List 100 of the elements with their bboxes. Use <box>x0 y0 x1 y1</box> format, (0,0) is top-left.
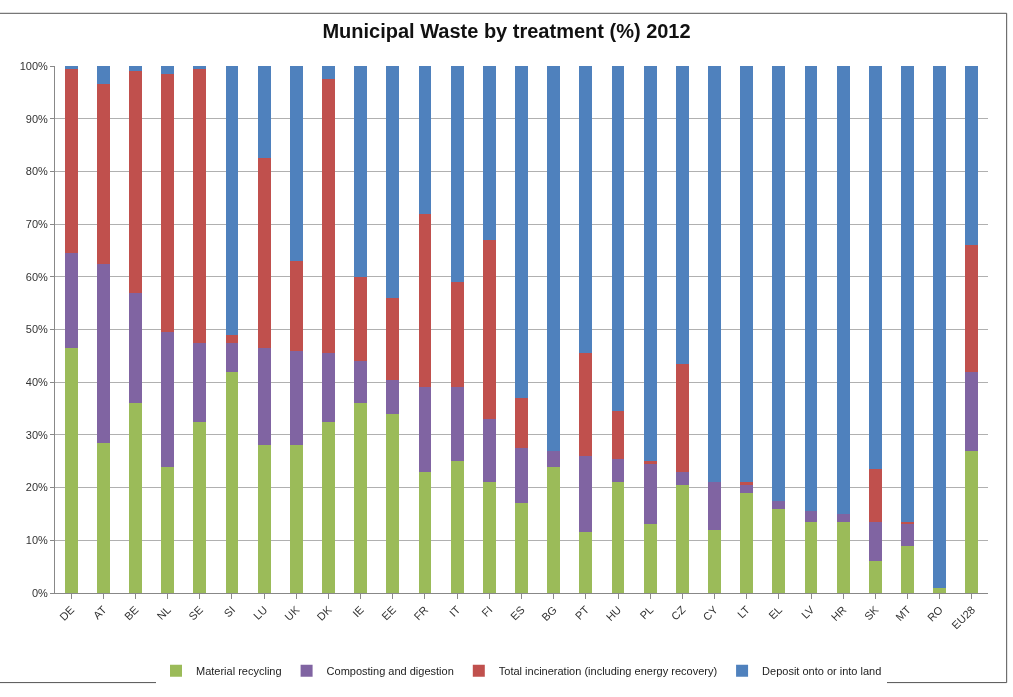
bar <box>740 482 754 485</box>
bar <box>547 66 561 451</box>
x-tick-label: LU <box>250 603 270 622</box>
bar <box>450 387 464 462</box>
bar <box>740 484 754 493</box>
x-tick-label: LT <box>735 603 753 621</box>
bar <box>836 521 850 593</box>
bar <box>193 342 207 422</box>
bar <box>675 66 689 364</box>
bar <box>386 413 400 593</box>
bar <box>225 371 239 593</box>
x-tick-label: AT <box>90 603 109 622</box>
bar <box>322 421 335 593</box>
bar <box>579 353 593 456</box>
bar <box>161 332 175 467</box>
bar <box>225 334 239 343</box>
bar <box>901 545 914 593</box>
bar <box>418 471 432 593</box>
bar <box>289 66 303 261</box>
y-tick-label: 80% <box>25 165 48 178</box>
bar <box>708 529 721 593</box>
bar <box>482 482 496 593</box>
bar <box>450 282 464 388</box>
legend-label: Deposit onto or into land <box>762 665 882 678</box>
bar <box>772 508 786 593</box>
y-tick-label: 70% <box>25 217 48 230</box>
x-tick-label: LV <box>798 603 817 621</box>
bar <box>611 458 625 483</box>
bar <box>193 421 207 593</box>
x-tick-label: RO <box>924 603 946 624</box>
bar <box>901 66 914 522</box>
bar <box>804 521 818 593</box>
bar <box>418 66 432 214</box>
x-tick-label: FI <box>479 603 495 619</box>
x-tick-label: DE <box>57 603 77 623</box>
bar <box>64 66 78 69</box>
x-tick-label: ES <box>507 603 527 623</box>
bar <box>96 442 110 593</box>
legend-label: Total incineration (including energy recovery) <box>498 665 718 678</box>
bar <box>129 292 142 404</box>
y-tick-label: 100% <box>19 59 49 72</box>
bar <box>515 398 528 449</box>
y-tick-label: 20% <box>25 481 48 494</box>
bar <box>96 66 110 85</box>
bar <box>161 73 175 333</box>
x-tick-label: BG <box>539 603 559 624</box>
y-tick-label: 10% <box>25 534 48 547</box>
bar <box>965 371 979 451</box>
bar <box>257 347 271 446</box>
bar <box>322 79 335 354</box>
bar <box>96 84 110 264</box>
bar <box>772 500 786 509</box>
bar <box>675 471 689 485</box>
bar <box>386 379 400 414</box>
bar <box>579 532 593 593</box>
x-tick-label: SK <box>861 603 882 623</box>
bar <box>643 66 657 462</box>
x-tick-label: EE <box>379 603 399 623</box>
y-tick-label: 90% <box>25 112 48 125</box>
bar <box>965 245 979 372</box>
bar <box>611 411 625 459</box>
bar <box>450 461 464 593</box>
x-tick-label: IE <box>350 603 366 620</box>
bar <box>225 66 239 335</box>
bar <box>418 213 432 388</box>
x-tick-label: PL <box>637 603 656 622</box>
bar <box>965 450 979 593</box>
bar <box>547 450 561 467</box>
x-tick-label: NL <box>154 603 173 622</box>
bar <box>482 239 496 420</box>
x-tick-label: EL <box>766 603 785 622</box>
x-tick-label: MT <box>893 603 914 624</box>
bar <box>96 263 110 443</box>
bar <box>868 561 882 593</box>
bar <box>515 66 528 399</box>
bar <box>354 403 368 593</box>
bar <box>354 361 368 404</box>
x-tick-label: SE <box>186 603 206 623</box>
bar <box>129 71 142 293</box>
bar <box>225 342 239 372</box>
bar <box>868 66 882 470</box>
bar <box>322 353 335 422</box>
bar <box>643 461 657 464</box>
bar <box>193 68 207 343</box>
bar <box>64 253 78 348</box>
bar <box>965 66 979 246</box>
bar <box>675 363 689 472</box>
bar <box>804 66 818 512</box>
bar <box>257 445 271 593</box>
y-tick-label: 60% <box>25 270 48 283</box>
x-tick-label: PT <box>572 603 592 622</box>
bar <box>322 66 335 80</box>
bar <box>129 66 142 72</box>
x-tick-label: CY <box>700 603 721 623</box>
bar <box>257 66 271 159</box>
bar <box>708 482 721 530</box>
bar <box>257 158 271 348</box>
bar <box>64 68 78 254</box>
bar <box>354 276 368 362</box>
bar <box>386 66 400 298</box>
